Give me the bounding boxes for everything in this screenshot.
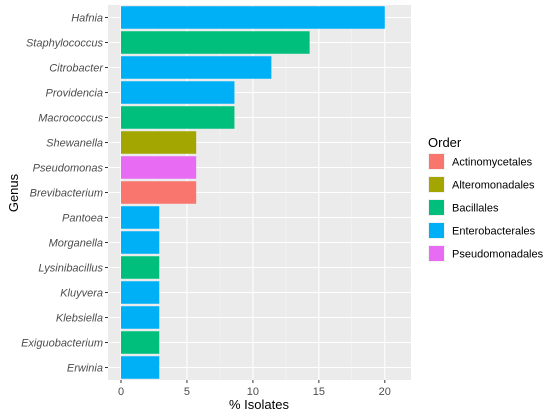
legend-title: Order <box>428 135 462 150</box>
category-label: Klebsiella <box>56 313 103 325</box>
x-axis-title: % Isolates <box>229 397 289 412</box>
legend-swatch <box>429 223 444 238</box>
category-label: Brevibacterium <box>30 188 103 200</box>
y-axis-title: Genus <box>6 173 21 212</box>
legend-entry: Actinomycetales <box>452 157 533 169</box>
legend: Order Actinomycetales Alteromonadales Baci… <box>428 135 544 262</box>
bar-shewanella <box>121 131 197 154</box>
bar-pseudomonas <box>121 156 197 179</box>
category-label: Exiguobacterium <box>21 338 103 350</box>
category-label: Lysinibacillus <box>38 263 103 275</box>
x-tick-label: 20 <box>379 386 391 398</box>
category-label: Staphylococcus <box>26 38 104 50</box>
legend-entry: Bacillales <box>452 203 499 215</box>
category-label: Macrococcus <box>38 113 103 125</box>
legend-entry: Pseudomonadales <box>452 249 544 261</box>
bar-staphylococcus <box>121 31 310 54</box>
category-label: Pantoea <box>62 213 103 225</box>
bar-klebsiella <box>121 306 160 329</box>
legend-entry: Alteromonadales <box>452 180 535 192</box>
category-labels: Hafnia Staphylococcus Citrobacter Providenc… <box>21 13 108 375</box>
legend-entry: Enterobacterales <box>452 226 536 238</box>
legend-swatch <box>429 154 444 169</box>
category-label: Pseudomonas <box>33 163 104 175</box>
x-tick-label: 10 <box>247 386 259 398</box>
x-tick-label: 0 <box>118 386 124 398</box>
legend-swatch <box>429 246 444 261</box>
category-label: Kluyvera <box>60 288 103 300</box>
bar-pantoea <box>121 206 160 229</box>
bar-citrobacter <box>121 56 272 79</box>
bar-macrococcus <box>121 106 235 129</box>
category-label: Hafnia <box>71 13 103 25</box>
bar-providencia <box>121 81 235 104</box>
category-label: Erwinia <box>67 363 103 375</box>
bar-morganella <box>121 231 160 254</box>
legend-swatch <box>429 177 444 192</box>
legend-swatch <box>429 200 444 215</box>
x-tick-label: 15 <box>313 386 325 398</box>
bar-exiguobacterium <box>121 331 160 354</box>
bar-erwinia <box>121 356 160 379</box>
bar-lysinibacillus <box>121 256 160 279</box>
category-label: Shewanella <box>46 138 103 150</box>
bar-brevibacterium <box>121 181 197 204</box>
bar-kluyvera <box>121 281 160 304</box>
x-axis-ticks: 0 5 10 15 20 <box>118 380 391 398</box>
category-label: Providencia <box>46 88 103 100</box>
category-label: Morganella <box>49 238 103 250</box>
category-label: Citrobacter <box>49 63 104 75</box>
x-tick-label: 5 <box>184 386 190 398</box>
bars <box>121 6 385 379</box>
bar-hafnia <box>121 6 385 29</box>
